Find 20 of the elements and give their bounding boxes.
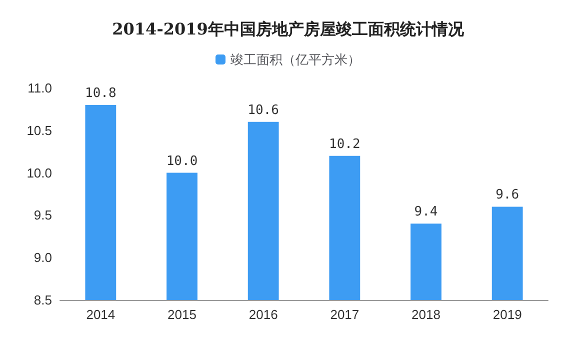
- x-tick-label: 2016: [248, 307, 278, 322]
- y-tick-label: 11.0: [28, 80, 52, 96]
- data-label: 10.0: [166, 154, 198, 169]
- y-tick-label: 9.5: [34, 208, 52, 223]
- y-tick-label: 8.5: [34, 292, 52, 308]
- data-label: 10.2: [329, 136, 360, 152]
- x-tick-label: 2014: [86, 307, 116, 322]
- x-tick-label: 2018: [412, 307, 440, 322]
- x-tick-label: 2015: [168, 307, 196, 322]
- data-label: 10.6: [248, 102, 279, 118]
- chart-title: 2014-2019年中国房地产房屋竣工面积统计情况: [112, 20, 465, 38]
- data-label: 10.8: [85, 86, 116, 101]
- x-tick-label: 2017: [330, 307, 360, 322]
- data-label: 9.6: [496, 188, 520, 203]
- legend-label: 竣工面积（亿平方米）: [230, 52, 360, 67]
- data-label: 9.4: [414, 204, 438, 220]
- y-tick-label: 9.0: [34, 250, 52, 266]
- y-tick-label: 10.0: [26, 165, 52, 180]
- x-tick-label: 2019: [492, 307, 522, 322]
- y-tick-label: 10.5: [26, 122, 52, 138]
